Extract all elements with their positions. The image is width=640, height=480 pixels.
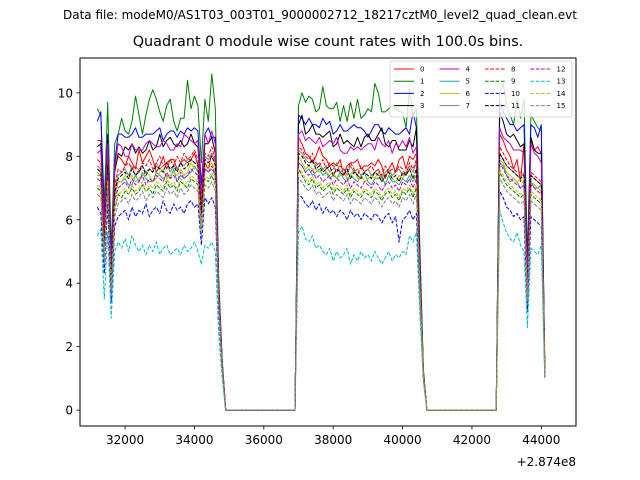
series-line-5 [97,162,546,411]
series-line-13 [96,209,546,411]
legend-label-7: 7 [466,102,470,110]
series-line-9 [96,168,546,411]
series-line-2 [96,101,546,411]
x-tick-label: 40000 [383,433,421,447]
chart-title: Quadrant 0 module wise count rates with … [132,34,524,50]
legend-label-15: 15 [557,102,566,110]
x-tick-label: 38000 [314,433,352,447]
series-line-8 [96,146,546,411]
legend-label-6: 6 [466,90,471,98]
y-tick-label: 10 [58,86,73,100]
x-tick-label: 36000 [245,433,283,447]
legend-label-12: 12 [557,66,566,74]
series-line-3 [96,111,546,411]
series-layer [96,73,546,411]
legend-label-13: 13 [557,78,566,86]
legend-label-8: 8 [511,66,515,74]
legend-label-2: 2 [420,90,424,98]
legend-label-3: 3 [420,102,424,110]
x-tick-label: 34000 [175,433,213,447]
series-line-10 [96,190,546,411]
series-line-12 [96,162,546,411]
y-tick-label: 4 [65,277,73,291]
y-tick-label: 8 [65,150,73,164]
legend-label-9: 9 [511,78,515,86]
tick-layer: 32000 34000 36000 38000 40000 42000 44000 0 2 4 6 8… [58,86,561,447]
x-tick-label: 42000 [453,433,491,447]
legend-label-4: 4 [466,66,471,74]
legend-frame [389,60,573,118]
legend-label-11: 11 [511,102,520,110]
suptitle: Data file: modeM0/AS1T03_003T01_90000027… [63,8,577,22]
series-line-11 [96,152,546,411]
axes-frame [79,57,577,427]
x-offset-label: +2.874e8 [517,455,576,469]
x-tick-label: 32000 [106,433,144,447]
y-tick-label: 2 [65,340,73,354]
y-tick-label: 6 [65,213,73,227]
x-tick-label: 44000 [522,433,560,447]
series-line-15 [96,178,546,411]
y-tick-label: 0 [65,404,73,418]
legend-label-5: 5 [466,78,470,86]
legend-label-10: 10 [511,90,520,98]
legend-label-0: 0 [420,66,424,74]
legend-label-1: 1 [420,78,424,86]
legend-label-14: 14 [557,90,566,98]
series-line-0 [97,133,546,411]
